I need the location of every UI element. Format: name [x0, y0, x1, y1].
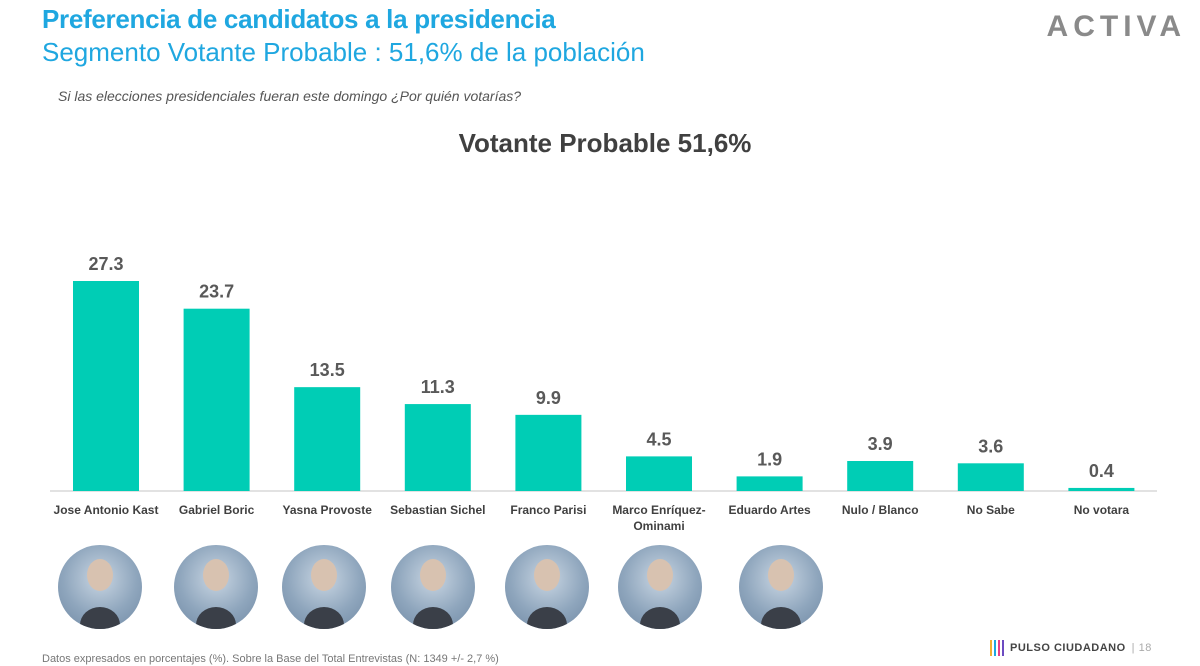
data-label: 13.5 [310, 360, 345, 380]
candidate-portrait [618, 545, 702, 629]
category-label: Sebastian Sichel [390, 503, 485, 517]
category-label: Eduardo Artes [728, 503, 811, 517]
data-label: 0.4 [1089, 461, 1114, 481]
bar [183, 308, 250, 491]
category-label: Gabriel Boric [179, 503, 255, 517]
bar [626, 456, 692, 491]
data-label: 4.5 [646, 429, 671, 449]
candidate-portrait [58, 545, 142, 629]
page-number-value: 18 [1138, 641, 1152, 654]
pulso-logo-icon [990, 640, 1004, 656]
bar [294, 387, 361, 491]
pulso-ciudadano-brand: PULSO CIUDADANO | 18 [990, 640, 1152, 656]
bar [736, 476, 803, 491]
bar [1068, 487, 1135, 491]
data-label: 9.9 [536, 388, 561, 408]
category-label: Franco Parisi [510, 503, 586, 517]
page-number: | 18 [1131, 641, 1152, 654]
bar [847, 461, 914, 491]
data-label: 3.6 [978, 436, 1003, 456]
survey-question: Si las elecciones presidenciales fueran … [58, 88, 522, 104]
category-label: Yasna Provoste [283, 503, 373, 517]
bar [957, 463, 1024, 491]
candidate-portrait [174, 545, 258, 629]
activa-logo: ACTIVA [1046, 10, 1186, 43]
category-label: Marco Enríquez-Ominami [612, 503, 705, 533]
bar-chart: 27.3 Jose Antonio Kast 23.7 Gabriel Boric 13… [50, 254, 1157, 533]
data-label: 1.9 [757, 449, 782, 469]
bar [404, 404, 471, 491]
candidate-portrait [739, 545, 823, 629]
data-label: 11.3 [421, 377, 455, 397]
page-title: Preferencia de candidatos a la presidenc… [42, 4, 556, 34]
category-label: Jose Antonio Kast [54, 503, 159, 517]
candidate-portrait [391, 545, 475, 629]
data-label: 3.9 [868, 434, 893, 454]
category-label: No votara [1074, 503, 1130, 517]
footer-note: Datos expresados en porcentajes (%). Sob… [42, 653, 499, 665]
category-label: Nulo / Blanco [842, 503, 919, 517]
candidate-portrait [505, 545, 589, 629]
bar [73, 281, 139, 491]
bar [515, 414, 582, 491]
data-label: 23.7 [199, 282, 234, 302]
data-label: 27.3 [88, 254, 123, 274]
chart-title: Votante Probable 51,6% [458, 128, 752, 158]
brand-name: PULSO CIUDADANO [1010, 641, 1126, 654]
candidate-portrait [282, 545, 366, 629]
page-subtitle: Segmento Votante Probable : 51,6% de la … [42, 37, 645, 67]
category-label: No Sabe [967, 503, 1015, 517]
